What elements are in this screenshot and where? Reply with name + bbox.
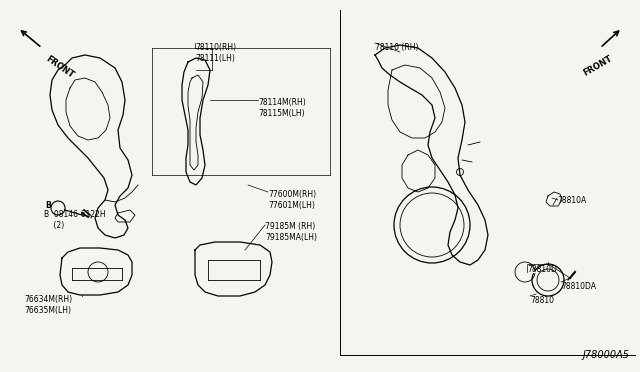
Text: B: B: [45, 202, 51, 211]
Text: 76634M(RH)
76635M(LH): 76634M(RH) 76635M(LH): [24, 295, 72, 315]
Text: 77600M(RH)
77601M(LH): 77600M(RH) 77601M(LH): [268, 190, 316, 210]
Text: B  08146-6122H
    (2): B 08146-6122H (2): [44, 210, 106, 230]
Text: FRONT: FRONT: [44, 54, 76, 80]
Text: 78110(RH)
78111(LH): 78110(RH) 78111(LH): [195, 43, 236, 63]
Text: 78810DA: 78810DA: [561, 282, 596, 291]
Text: 79185M (RH)
79185MA(LH): 79185M (RH) 79185MA(LH): [265, 222, 317, 242]
Text: J78000A5: J78000A5: [583, 350, 630, 360]
Text: 78810: 78810: [530, 296, 554, 305]
Text: 78810D: 78810D: [527, 265, 557, 274]
Text: 78810A: 78810A: [557, 196, 586, 205]
Text: 78110 (RH): 78110 (RH): [375, 43, 419, 52]
Text: FRONT: FRONT: [582, 54, 614, 78]
Text: 78114M(RH)
78115M(LH): 78114M(RH) 78115M(LH): [258, 98, 306, 118]
